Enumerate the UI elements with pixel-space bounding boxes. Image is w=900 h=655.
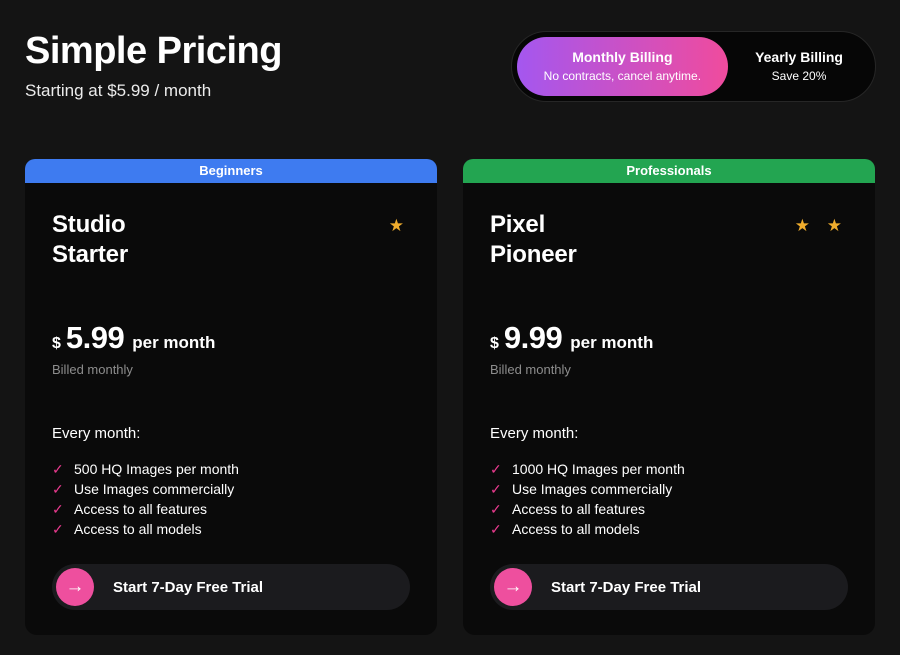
toggle-yearly-sublabel: Save 20% <box>771 69 827 83</box>
check-icon: ✓ <box>490 461 502 477</box>
heading-block: Simple Pricing Starting at $5.99 / month <box>25 26 282 101</box>
star-icons: ★ ★ <box>794 216 848 235</box>
feature-item: ✓ Access to all features <box>490 499 848 519</box>
card-title: Studio Starter <box>52 211 128 268</box>
card-badge: Beginners <box>25 159 437 183</box>
price-currency: $ <box>52 335 61 352</box>
feature-item: ✓ Use Images commercially <box>52 479 410 499</box>
toggle-yearly-button[interactable]: Yearly Billing Save 20% <box>728 37 870 96</box>
feature-item: ✓ Access to all features <box>52 499 410 519</box>
start-trial-button[interactable]: → Start 7-Day Free Trial <box>52 564 410 610</box>
pricing-card-pixel-pioneer: Professionals Pixel Pioneer ★ ★ $ 9.99 p… <box>463 159 875 635</box>
price-row: $ 5.99 per month <box>52 320 410 356</box>
start-trial-button[interactable]: → Start 7-Day Free Trial <box>490 564 848 610</box>
page-subtitle: Starting at $5.99 / month <box>25 81 212 100</box>
feature-item: ✓ Use Images commercially <box>490 479 848 499</box>
check-icon: ✓ <box>52 501 64 517</box>
check-icon: ✓ <box>52 461 64 477</box>
feature-label: Use Images commercially <box>512 481 673 497</box>
pricing-cards: Beginners Studio Starter ★ $ 5.99 per mo… <box>0 159 900 635</box>
features-heading: Every month: <box>52 425 141 442</box>
pricing-card-studio-starter: Beginners Studio Starter ★ $ 5.99 per mo… <box>25 159 437 635</box>
card-title-row: Pixel Pioneer ★ ★ <box>490 210 848 270</box>
arrow-right-icon: → <box>56 568 94 606</box>
price-amount: 9.99 <box>503 320 563 355</box>
toggle-monthly-button[interactable]: Monthly Billing No contracts, cancel any… <box>516 37 729 96</box>
price-period: per month <box>132 333 216 352</box>
check-icon: ✓ <box>52 481 64 497</box>
billing-note: Billed monthly <box>52 362 133 377</box>
toggle-monthly-label: Monthly Billing <box>572 49 673 65</box>
price-row: $ 9.99 per month <box>490 320 848 356</box>
check-icon: ✓ <box>490 501 502 517</box>
price-period: per month <box>570 333 654 352</box>
features-list: ✓ 500 HQ Images per month ✓ Use Images com… <box>52 459 410 539</box>
toggle-monthly-sublabel: No contracts, cancel anytime. <box>543 69 702 83</box>
check-icon: ✓ <box>490 481 502 497</box>
features-heading: Every month: <box>490 425 579 442</box>
feature-label: 1000 HQ Images per month <box>512 461 685 477</box>
billing-note: Billed monthly <box>490 362 571 377</box>
feature-item: ✓ Access to all models <box>490 519 848 539</box>
price-amount: 5.99 <box>65 320 125 355</box>
price-currency: $ <box>490 335 499 352</box>
check-icon: ✓ <box>52 521 64 537</box>
feature-label: Access to all models <box>74 521 202 537</box>
toggle-yearly-label: Yearly Billing <box>755 49 843 65</box>
page-title: Simple Pricing <box>25 30 282 72</box>
page-header: Simple Pricing Starting at $5.99 / month… <box>0 0 900 102</box>
feature-label: Access to all features <box>74 501 208 517</box>
billing-toggle: Monthly Billing No contracts, cancel any… <box>510 31 876 102</box>
card-badge: Professionals <box>463 159 875 183</box>
feature-label: Use Images commercially <box>74 481 235 497</box>
card-title: Pixel Pioneer <box>490 211 577 268</box>
arrow-right-icon: → <box>494 568 532 606</box>
check-icon: ✓ <box>490 521 502 537</box>
card-body: Pixel Pioneer ★ ★ $ 9.99 per month Bille… <box>463 183 875 635</box>
card-title-row: Studio Starter ★ <box>52 210 410 270</box>
card-body: Studio Starter ★ $ 5.99 per month Billed… <box>25 183 437 635</box>
feature-label: Access to all features <box>512 501 646 517</box>
feature-item: ✓ 500 HQ Images per month <box>52 459 410 479</box>
feature-label: Access to all models <box>512 521 640 537</box>
feature-label: 500 HQ Images per month <box>74 461 239 477</box>
features-list: ✓ 1000 HQ Images per month ✓ Use Images co… <box>490 459 848 539</box>
start-trial-label: Start 7-Day Free Trial <box>113 578 264 596</box>
star-icons: ★ <box>388 216 410 235</box>
feature-item: ✓ 1000 HQ Images per month <box>490 459 848 479</box>
start-trial-label: Start 7-Day Free Trial <box>551 578 702 596</box>
feature-item: ✓ Access to all models <box>52 519 410 539</box>
